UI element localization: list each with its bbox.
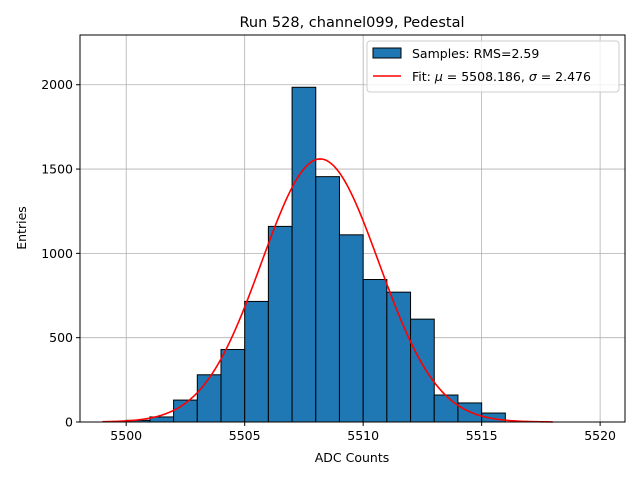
y-tick-label: 1000 — [41, 246, 73, 261]
histogram-bar — [362, 279, 388, 423]
histogram-bar — [410, 318, 435, 423]
axis-ticks: 5500 5505 5510 5515 5520 0 500 1000 1500 2000 — [41, 77, 616, 443]
legend-fit-sigma: σ — [529, 69, 538, 84]
histogram-bar — [291, 86, 317, 423]
x-axis-label: ADC Counts — [315, 450, 390, 465]
legend-fit-sigma-value: = 2.476 — [537, 69, 591, 84]
legend: Samples: RMS=2.59 Fit: μ = 5508.186, σ =… — [366, 40, 620, 93]
legend-swatch-samples — [372, 47, 402, 59]
y-tick-label: 1500 — [41, 162, 73, 177]
y-tick-label: 2000 — [41, 77, 73, 92]
histogram-bar — [196, 374, 222, 423]
y-tick-label: 500 — [49, 330, 73, 345]
plot-frame — [79, 34, 626, 423]
x-tick-label: 5500 — [110, 428, 142, 443]
x-tick-label: 5505 — [229, 428, 261, 443]
histogram-bar — [338, 234, 364, 423]
histogram-bar — [244, 300, 269, 423]
legend-fit-prefix: Fit: — [412, 69, 435, 84]
x-tick-label: 5515 — [466, 428, 498, 443]
histogram-bars — [125, 86, 506, 423]
histogram-bar — [315, 176, 340, 423]
legend-fit-mu: μ — [434, 69, 443, 84]
legend-label-fit: Fit: μ = 5508.186, σ = 2.476 — [412, 69, 591, 84]
legend-label-samples: Samples: RMS=2.59 — [412, 46, 539, 61]
legend-fit-mu-value: = 5508.186, — [443, 69, 529, 84]
histogram-bar — [433, 394, 459, 423]
histogram-bar — [220, 348, 246, 423]
x-tick-label: 5520 — [584, 428, 616, 443]
y-tick-label: 0 — [65, 415, 73, 430]
y-axis-label: Entries — [14, 206, 29, 250]
histogram-bar — [386, 291, 412, 423]
chart-title: Run 528, channel099, Pedestal — [239, 15, 464, 31]
legend-box — [366, 40, 620, 93]
fit-curve — [102, 158, 553, 423]
x-tick-label: 5510 — [347, 428, 379, 443]
histogram-bar — [267, 225, 293, 423]
